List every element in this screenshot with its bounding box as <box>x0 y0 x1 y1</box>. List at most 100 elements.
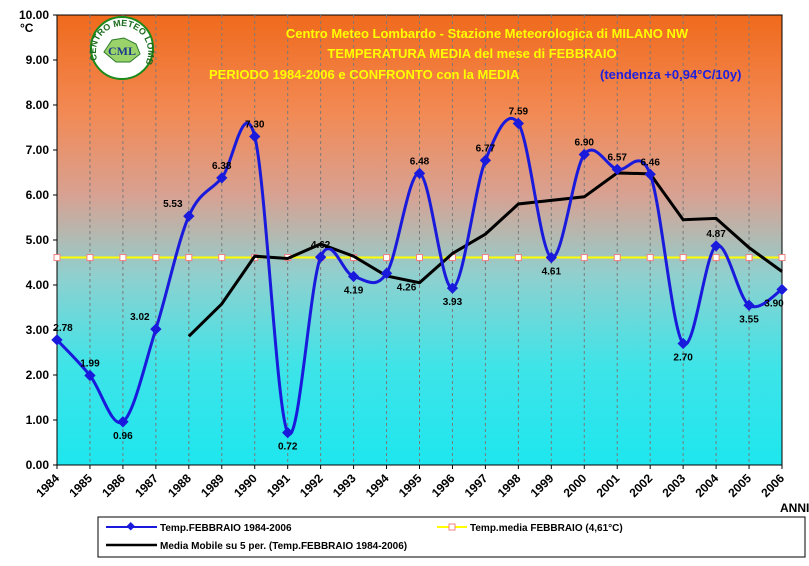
media-point <box>53 254 61 262</box>
x-tick-label: 1990 <box>231 471 260 500</box>
x-tick-label: 2004 <box>692 471 721 500</box>
x-tick-label: 1986 <box>99 471 128 500</box>
data-point <box>347 270 360 283</box>
data-point <box>314 251 327 263</box>
y-axis: 0.00 1.00 2.00 3.00 4.00 5.00 6.00 7.00 8.00 9.00… <box>19 8 57 472</box>
data-point <box>479 154 492 167</box>
data-label: 6.48 <box>410 156 430 167</box>
y-tick-label: 2.00 <box>26 368 50 382</box>
x-tick-label: 1999 <box>528 471 557 500</box>
x-tick-label: 1989 <box>198 471 227 500</box>
legend-label-temp: Temp.FEBBRAIO 1984-2006 <box>160 523 292 534</box>
data-point <box>644 168 656 180</box>
logo-map-shape <box>103 37 141 63</box>
x-tick-label: 1994 <box>363 471 392 500</box>
x-tick-label: 1997 <box>462 471 491 500</box>
x-tick-label: 1998 <box>495 471 524 500</box>
x-unit-label: ANNI <box>780 501 809 515</box>
media-point <box>712 254 720 262</box>
data-label: 6.46 <box>640 157 660 168</box>
media-point <box>679 254 687 262</box>
series-layer <box>51 116 788 439</box>
x-tick-label: 1988 <box>165 471 194 500</box>
media-point <box>778 254 786 262</box>
data-label: 6.57 <box>607 152 627 163</box>
data-label: 4.26 <box>397 282 417 293</box>
data-label: 3.02 <box>130 312 150 323</box>
x-tick-label: 2002 <box>627 471 656 500</box>
y-tick-label: 4.00 <box>26 278 50 292</box>
data-label: 4.62 <box>311 240 331 251</box>
data-label: 2.70 <box>673 353 693 364</box>
x-tick-label: 1984 <box>33 471 62 500</box>
x-tick-label: 1995 <box>396 471 425 500</box>
data-point <box>776 283 788 296</box>
media-point <box>185 254 193 262</box>
data-point <box>183 210 195 222</box>
data-label: 4.87 <box>706 229 726 240</box>
y-tick-label: 0.00 <box>26 458 50 472</box>
media-point <box>416 254 423 262</box>
data-label: 5.53 <box>163 199 183 210</box>
media-point <box>514 254 522 262</box>
data-point <box>413 167 426 180</box>
x-tick-label: 1993 <box>330 471 359 500</box>
data-point <box>677 337 689 350</box>
x-tick-label: 1992 <box>297 471 326 500</box>
media-point <box>86 254 94 262</box>
media-point <box>218 254 226 262</box>
title-line-1: Centro Meteo Lombardo - Stazione Meteoro… <box>286 26 689 41</box>
data-label: 7.59 <box>509 106 529 117</box>
x-tick-label: 2003 <box>659 471 688 500</box>
media-point <box>119 254 127 262</box>
data-point <box>282 426 294 439</box>
media-point <box>383 254 391 262</box>
data-point <box>710 240 722 252</box>
legend-label-media: Temp.media FEBBRAIO (4,61°C) <box>470 523 623 534</box>
data-label: 1.99 <box>80 358 100 369</box>
data-labels: 2.78 1.99 0.96 3.02 5.53 6.38 7.30 0.72 4.62 4.19… <box>53 106 784 452</box>
media-point <box>481 254 489 262</box>
y-tick-label: 6.00 <box>26 188 50 202</box>
data-point <box>578 148 590 161</box>
series-line-3 <box>187 171 783 338</box>
y-tick-label: 5.00 <box>26 233 50 247</box>
data-point <box>216 172 228 184</box>
title-line-3: PERIODO 1984-2006 e CONFRONTO con la MED… <box>209 67 520 82</box>
y-tick-label: 7.00 <box>26 143 50 157</box>
data-label: 0.96 <box>113 431 133 442</box>
data-label: 7.30 <box>245 120 265 131</box>
x-tick-label: 2000 <box>561 471 590 500</box>
media-point <box>152 254 160 262</box>
data-label: 6.90 <box>575 138 595 149</box>
y-tick-label: 3.00 <box>26 323 50 337</box>
data-point <box>249 130 261 143</box>
media-point <box>646 254 654 262</box>
y-tick-label: 1.00 <box>26 413 50 427</box>
y-tick-label: 8.00 <box>26 98 50 112</box>
y-tick-label: 9.00 <box>26 53 50 67</box>
data-point <box>51 334 63 346</box>
data-point <box>611 163 623 176</box>
title-line-2: TEMPERATURA MEDIA del mese di FEBBRAIO <box>327 46 616 61</box>
data-label: 6.77 <box>476 143 496 154</box>
y-tick-label: 10.00 <box>19 8 49 22</box>
data-label: 4.19 <box>344 285 364 296</box>
media-point <box>613 254 621 262</box>
x-tick-label: 1987 <box>132 471 161 500</box>
logo-initials: CML <box>108 44 136 58</box>
data-label: 2.78 <box>53 323 73 334</box>
data-point <box>743 299 755 311</box>
data-label: 3.55 <box>739 314 759 325</box>
x-tick-label: 2005 <box>725 471 754 500</box>
data-point <box>150 323 162 335</box>
data-point <box>446 282 459 294</box>
x-tick-label: 1985 <box>66 471 95 500</box>
data-label: 3.90 <box>764 299 784 310</box>
legend: Temp.FEBBRAIO 1984-2006 Temp.media FEBBR… <box>97 516 806 558</box>
x-axis: 1984 1985 1986 1987 1988 1989 1990 1991 1992 1993… <box>33 465 787 500</box>
grid-lines <box>89 15 750 465</box>
x-tick-label: 2006 <box>758 471 787 500</box>
legend-label-mobile: Media Mobile su 5 per. (Temp.FEBBRAIO 19… <box>160 541 407 552</box>
